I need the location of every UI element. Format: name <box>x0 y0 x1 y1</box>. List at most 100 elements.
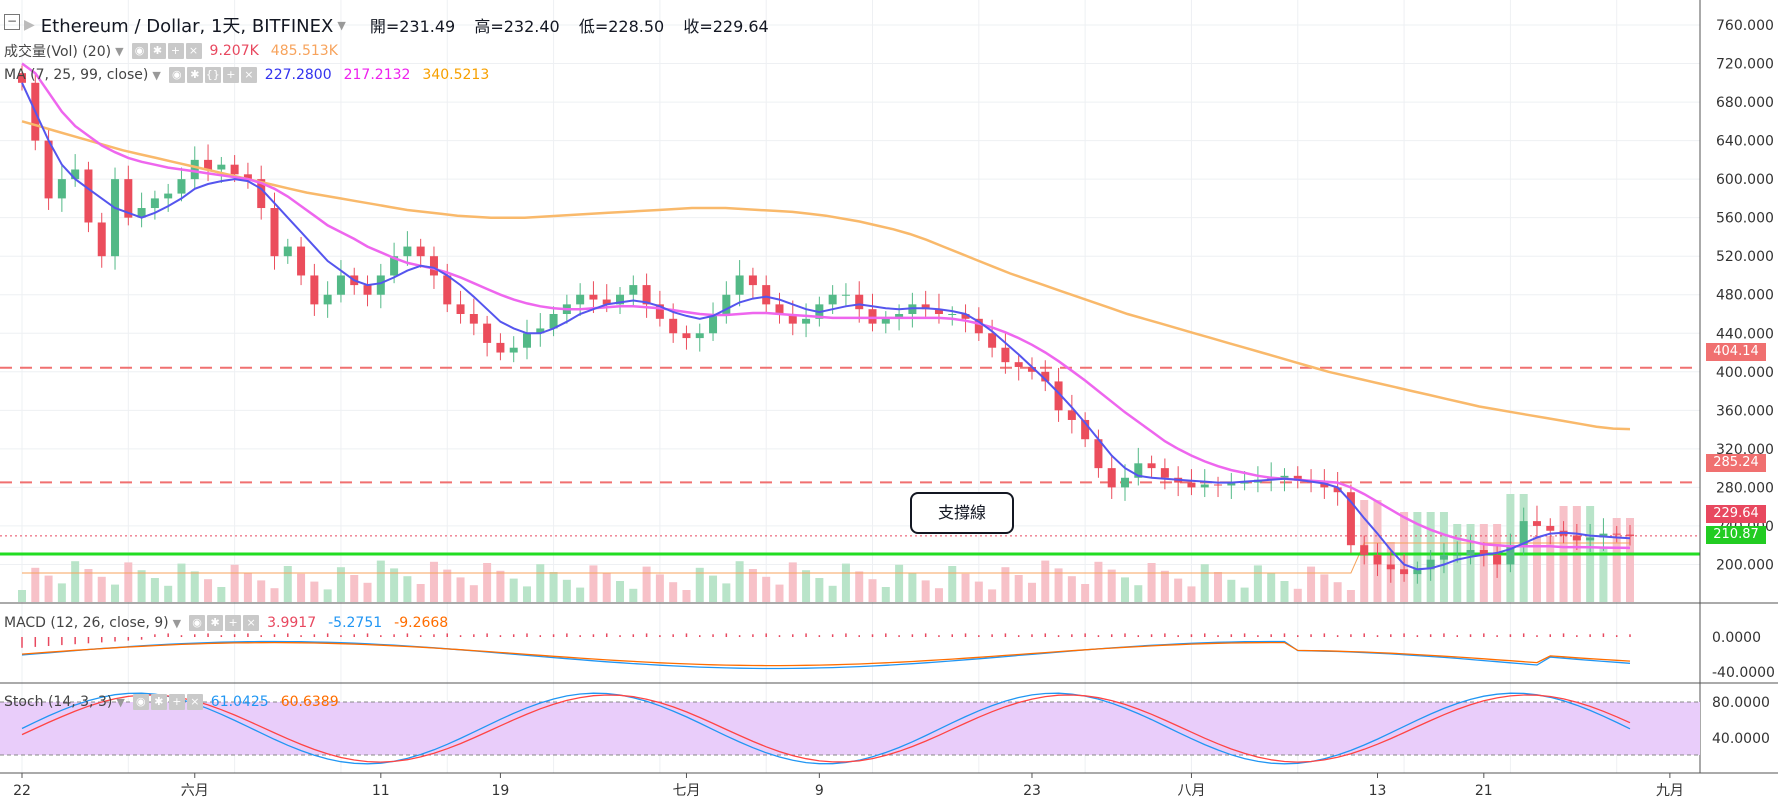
volume-label[interactable]: 成交量(Vol) (20) <box>4 44 112 60</box>
candle-body <box>1493 554 1502 565</box>
volume-bar <box>230 564 239 602</box>
candle-body <box>536 328 545 334</box>
candle-body <box>1001 347 1010 363</box>
price-axis-label: 760.000 <box>1716 18 1774 34</box>
volume-bar <box>350 575 359 602</box>
volume-bar <box>802 570 811 602</box>
candle-body <box>1506 545 1515 565</box>
stoch-axis-label: 80.0000 <box>1712 695 1770 711</box>
plus-icon[interactable]: + <box>168 694 185 710</box>
eye-icon[interactable]: ◉ <box>132 694 149 710</box>
volume-bar <box>536 564 545 602</box>
stoch-label[interactable]: Stoch (14, 3, 3) <box>4 694 113 710</box>
time-axis-label: 19 <box>491 783 509 799</box>
candle-body <box>1187 482 1196 488</box>
volume-bar <box>895 564 904 602</box>
volume-bar <box>97 576 106 602</box>
volume-bar <box>1267 573 1276 602</box>
candle-body <box>509 347 518 353</box>
volume-bar <box>71 561 80 602</box>
price-badge-210: 210.87 <box>1706 526 1766 544</box>
volume-bar <box>84 569 93 602</box>
candle-body <box>1121 477 1130 488</box>
gear-icon[interactable]: ✱ <box>186 67 203 83</box>
macd-hist-value: 3.9917 <box>267 615 317 631</box>
gear-icon[interactable]: ✱ <box>207 615 224 631</box>
plus-icon[interactable]: + <box>225 615 242 631</box>
volume-bar <box>841 563 850 602</box>
chevron-down-icon[interactable]: ▼ <box>172 616 182 630</box>
eye-icon[interactable]: ◉ <box>131 43 148 59</box>
candle-body <box>1479 550 1488 555</box>
candle-body <box>71 169 80 180</box>
candle-body <box>297 246 306 276</box>
gear-icon[interactable]: ✱ <box>149 43 166 59</box>
price-axis-label: 320.000 <box>1716 442 1774 458</box>
price-axis-label: 480.000 <box>1716 288 1774 304</box>
volume-bar <box>57 583 66 602</box>
candle-body <box>1320 482 1329 488</box>
volume-bar <box>31 567 40 602</box>
close-icon[interactable]: × <box>240 67 257 83</box>
candle-body <box>1014 362 1023 367</box>
macd-label[interactable]: MACD (12, 26, close, 9) <box>4 615 169 631</box>
volume-bar <box>416 584 425 602</box>
gear-icon[interactable]: ✱ <box>150 694 167 710</box>
price-axis-label: 640.000 <box>1716 134 1774 150</box>
volume-bar <box>1333 582 1342 602</box>
stoch-d-value: 60.6389 <box>280 694 339 710</box>
support-line-callout[interactable]: 支撐線 <box>910 492 1014 534</box>
ohlc-readout: 開=231.49 高=232.40 低=228.50 收=229.64 <box>370 13 783 37</box>
chevron-down-icon[interactable]: ▼ <box>152 68 161 82</box>
volume-bar <box>974 581 983 602</box>
close-icon[interactable]: × <box>185 43 202 59</box>
candle-body <box>1027 366 1036 372</box>
chevron-down-icon[interactable]: ▼ <box>115 44 124 58</box>
candle-body <box>1333 487 1342 493</box>
collapse-icon[interactable]: − <box>4 14 20 30</box>
candle-body <box>1439 554 1448 560</box>
candle-body <box>921 304 930 310</box>
candle-body <box>1160 468 1169 478</box>
candle-body <box>137 208 146 218</box>
plus-icon[interactable]: + <box>167 43 184 59</box>
candle-body <box>1360 545 1369 555</box>
volume-bar <box>323 589 332 602</box>
candle-body <box>988 333 997 348</box>
volume-bar <box>403 576 412 602</box>
candle-body <box>1626 534 1634 536</box>
volume-bar <box>948 566 957 602</box>
chevron-down-icon[interactable]: ▼ <box>116 695 125 709</box>
volume-bar <box>522 586 531 602</box>
volume-bar <box>815 578 824 602</box>
ma-label[interactable]: MA (7, 25, 99, close) <box>4 67 149 83</box>
close-icon[interactable]: × <box>186 694 203 710</box>
time-axis-label: 七月 <box>672 783 700 799</box>
time-axis-label: 21 <box>1475 783 1493 799</box>
volume-bar <box>1307 566 1316 602</box>
volume-bar <box>1054 568 1063 602</box>
volume-bar <box>1014 575 1023 602</box>
plus-icon[interactable]: + <box>222 67 239 83</box>
candle-body <box>403 246 412 257</box>
high-value: 高=232.40 <box>474 17 560 36</box>
brace-icon[interactable]: {} <box>204 67 221 83</box>
candle-body <box>616 294 625 305</box>
volume-bar <box>682 590 691 602</box>
chevron-down-icon[interactable]: ▼ <box>337 18 346 32</box>
volume-bar <box>177 563 186 602</box>
time-axis-label: 六月 <box>181 783 209 799</box>
volume-bar <box>1067 576 1076 602</box>
volume-bar <box>961 573 970 602</box>
volume-bar <box>44 575 53 602</box>
close-icon[interactable]: × <box>243 615 260 631</box>
eye-icon[interactable]: ◉ <box>189 615 206 631</box>
candle-body <box>44 140 53 199</box>
volume-bar <box>788 562 797 602</box>
symbol-title[interactable]: Ethereum / Dollar, 1天, BITFINEX <box>40 16 334 37</box>
eye-icon[interactable]: ◉ <box>168 67 185 83</box>
volume-bar <box>722 583 731 602</box>
volume-bar <box>456 577 465 602</box>
ma7-line <box>21 82 1631 571</box>
